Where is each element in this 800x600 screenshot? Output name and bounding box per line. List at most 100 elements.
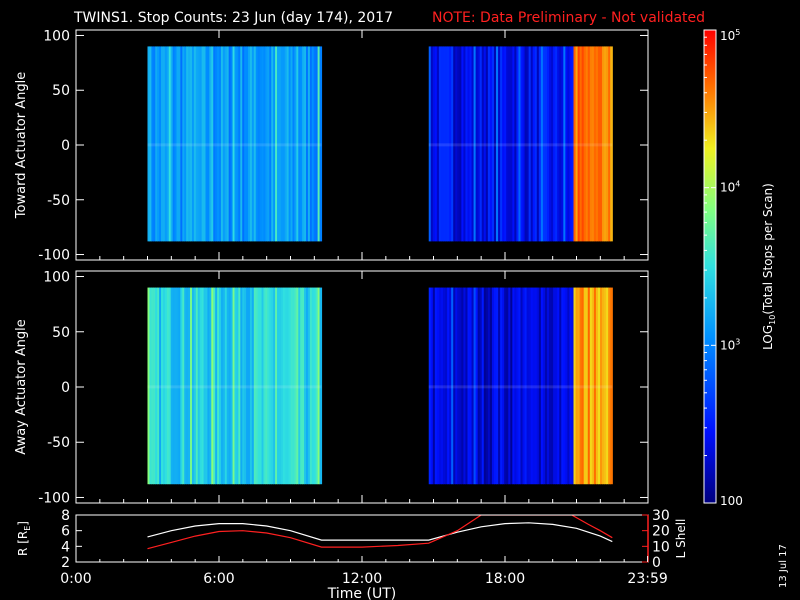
heat-column (593, 287, 597, 485)
heat-column (504, 46, 507, 242)
heat-column (551, 287, 554, 485)
heat-column (172, 287, 176, 485)
heat-column (510, 46, 513, 242)
heat-column (577, 287, 581, 485)
heat-column (261, 46, 265, 242)
heat-column (602, 46, 605, 242)
heat-column (587, 287, 591, 485)
heat-column (471, 46, 475, 242)
heat-column (224, 287, 228, 485)
heat-column (500, 46, 503, 242)
heat-column (300, 46, 303, 242)
heat-column (269, 46, 272, 242)
heat-column (508, 287, 511, 485)
heat-column (534, 287, 538, 485)
heat-column (248, 287, 251, 485)
heat-column (459, 46, 462, 242)
heat-column (166, 46, 170, 242)
heat-column (263, 46, 267, 242)
heat-column (244, 287, 247, 485)
heat-column (205, 287, 209, 485)
heat-column (551, 46, 554, 242)
heat-column (559, 287, 562, 485)
heat-column (479, 287, 483, 485)
heat-column (277, 287, 280, 485)
l-shell-line (147, 515, 613, 550)
heat-column (555, 46, 558, 242)
heat-column (255, 46, 259, 242)
heat-column (473, 287, 477, 485)
heat-column (518, 46, 522, 242)
heat-column (309, 46, 313, 242)
heat-column (502, 46, 505, 242)
heat-column (242, 287, 245, 485)
heat-column (438, 46, 442, 242)
heat-column (147, 46, 151, 242)
heat-column (571, 46, 575, 242)
heat-column (577, 46, 581, 242)
heat-column (292, 46, 296, 242)
zero-angle-band (147, 385, 322, 389)
heat-column (593, 46, 597, 242)
heat-column (284, 287, 288, 485)
heat-column (491, 46, 495, 242)
heat-column (197, 46, 201, 242)
heat-column (595, 287, 599, 485)
heat-column (269, 287, 272, 485)
heat-column (530, 46, 534, 242)
heat-column (524, 46, 528, 242)
heat-column (583, 46, 587, 242)
heat-column (315, 287, 319, 485)
heat-column (451, 287, 454, 485)
heat-column (563, 46, 566, 242)
y-tick-label: -100 (38, 248, 70, 264)
zero-angle-band (147, 143, 322, 147)
heat-column (162, 46, 166, 242)
heat-column (190, 287, 193, 485)
heat-column (434, 46, 438, 242)
heat-column (159, 287, 162, 485)
heat-column (595, 46, 599, 242)
heat-column (520, 287, 524, 485)
heat-column (520, 46, 524, 242)
heat-column (313, 287, 317, 485)
heat-column (184, 287, 187, 485)
heat-column (317, 287, 321, 485)
heat-column (147, 287, 151, 485)
heat-column (557, 46, 560, 242)
heat-column (246, 46, 249, 242)
y-tick-label: 0 (61, 138, 70, 154)
heat-column (162, 287, 166, 485)
heat-column (222, 46, 226, 242)
heat-column (549, 46, 552, 242)
left-tick-label: 8 (61, 508, 70, 524)
heat-column (467, 287, 471, 485)
heat-column (430, 46, 434, 242)
data-block (147, 287, 323, 485)
heat-column (471, 287, 475, 485)
heat-column (151, 46, 154, 242)
x-tick-label: 18:00 (485, 571, 525, 587)
heat-column (473, 46, 477, 242)
heat-column (532, 287, 536, 485)
heat-column (510, 287, 513, 485)
heat-column (463, 287, 467, 485)
colorbar-label: LOG10(Total Stops per Scan) (761, 183, 777, 350)
heat-column (597, 46, 601, 242)
heat-column (307, 287, 311, 485)
heat-column (288, 287, 292, 485)
heat-column (159, 46, 162, 242)
colorbar-tick-label: 105 (720, 28, 740, 43)
heat-column (290, 46, 294, 242)
heat-column (240, 46, 243, 242)
heat-column (597, 287, 601, 485)
heat-column (176, 287, 180, 485)
heat-column (232, 46, 236, 242)
heat-column (151, 287, 154, 485)
heat-column (271, 287, 274, 485)
heat-column (604, 46, 607, 242)
x-tick-label: 12:00 (342, 571, 382, 587)
heat-column (522, 287, 526, 485)
heat-column (591, 46, 595, 242)
y-tick-label: 100 (43, 28, 70, 44)
